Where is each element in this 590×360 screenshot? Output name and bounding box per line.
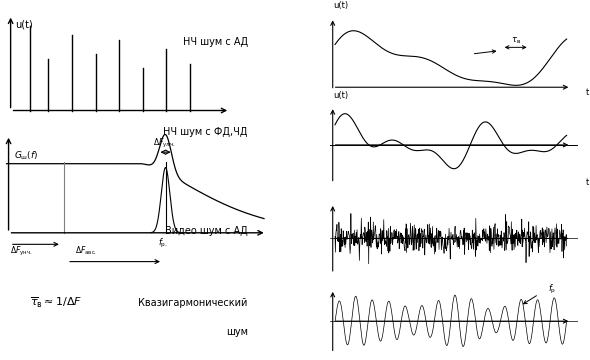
Text: $f_{\text{р}}$: $f_{\text{р}}$ [549,283,557,296]
Text: t: t [586,89,589,98]
Text: $\overline{\tau}_{\text{в}} \approx 1/\Delta F$: $\overline{\tau}_{\text{в}} \approx 1/\D… [30,295,82,310]
Text: $\Delta F_{\text{улч.}}$: $\Delta F_{\text{улч.}}$ [153,137,175,150]
Text: u(t): u(t) [333,91,348,100]
Text: u(t): u(t) [333,1,348,10]
Text: t: t [586,179,589,188]
Text: $\Delta F_{\text{унч.}}$: $\Delta F_{\text{унч.}}$ [10,245,32,258]
Text: $G_{\text{ш}}(f)$: $G_{\text{ш}}(f)$ [14,150,38,162]
Text: НЧ шум с ФД,ЧД: НЧ шум с ФД,ЧД [163,127,248,138]
Text: $f_{\text{р.}}$: $f_{\text{р.}}$ [158,237,168,250]
Text: $\Delta F_{\text{авс.}}$: $\Delta F_{\text{авс.}}$ [75,245,97,257]
Text: $\tau_{\text{в}}$: $\tau_{\text{в}}$ [510,35,521,45]
Text: u(t): u(t) [15,19,33,30]
Text: Квазигармонический: Квазигармонический [139,298,248,308]
Text: шум: шум [226,327,248,337]
Text: Видео шум с АД: Видео шум с АД [165,226,248,236]
Text: НЧ шум с АД: НЧ шум с АД [183,37,248,48]
